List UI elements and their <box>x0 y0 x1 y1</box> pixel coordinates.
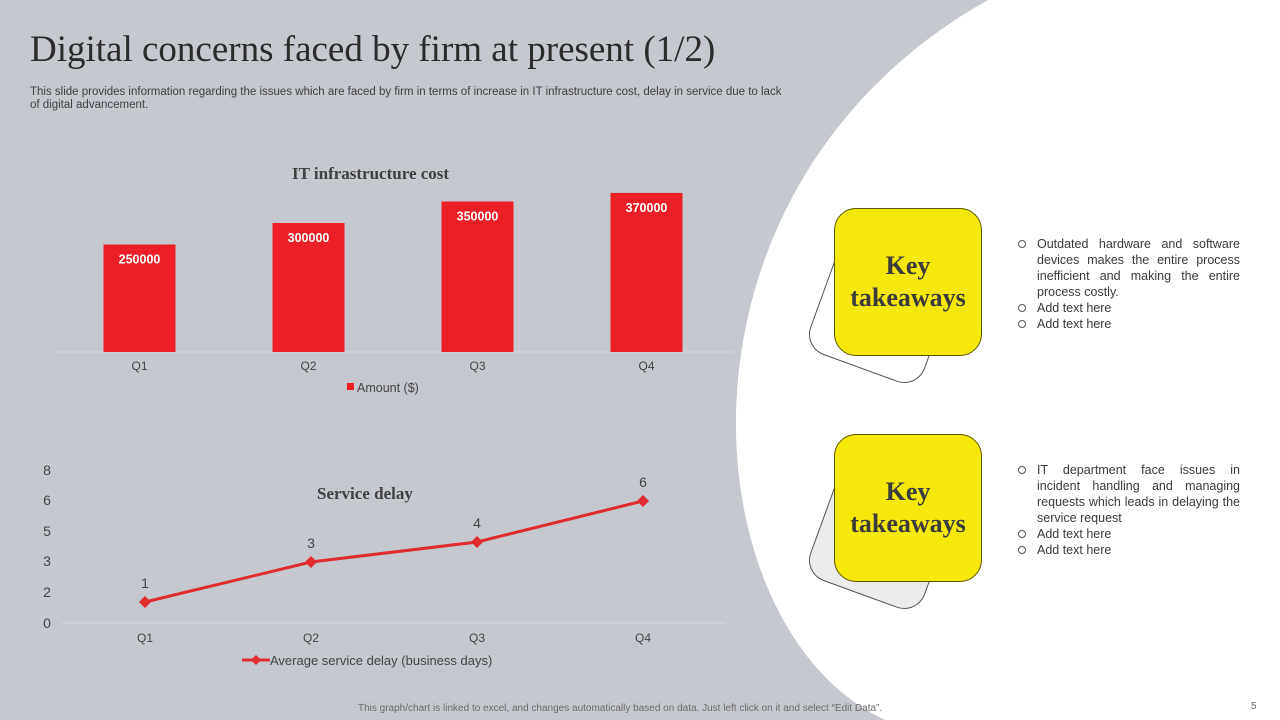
bar-legend-swatch <box>347 383 354 390</box>
takeaway-label-line2: takeaways <box>850 283 966 312</box>
line-series-path <box>144 499 644 604</box>
bar-legend-label: Amount ($) <box>357 381 419 395</box>
takeaway-point: Add text here <box>1018 300 1240 316</box>
page-number: 5 <box>1251 701 1257 712</box>
takeaway-point: Add text here <box>1018 542 1240 558</box>
line-x-tick-label: Q1 <box>137 631 153 645</box>
line-point-q1[interactable] <box>139 596 151 608</box>
footnote: This graph/chart is linked to excel, and… <box>358 703 883 714</box>
takeaway-point: IT department face issues in incident ha… <box>1018 462 1240 526</box>
takeaway-label-line2: takeaways <box>850 509 966 538</box>
bar-chart-title: IT infrastructure cost <box>292 164 450 183</box>
bar-q2[interactable] <box>272 223 345 352</box>
line-y-tick-label: 8 <box>43 462 51 478</box>
bar-data-label: 370000 <box>626 201 668 215</box>
bar-data-label: 250000 <box>119 253 161 267</box>
takeaway-list-2: IT department face issues in incident ha… <box>1018 462 1240 558</box>
line-data-label: 6 <box>639 474 647 490</box>
line-y-tick-label: 0 <box>43 615 51 631</box>
line-chart[interactable]: 0 2 3 5 6 8 1 Q1 3 Q2 4 Q3 6 Q4 Average service delay … <box>0 450 760 710</box>
takeaway-point: Add text here <box>1018 526 1240 542</box>
takeaway-card-2: Key takeaways <box>834 434 982 582</box>
bar-q1[interactable] <box>103 244 176 353</box>
slide-subtitle: This slide provides information regardin… <box>30 86 782 111</box>
bar-x-tick-label: Q3 <box>469 359 485 373</box>
line-point-q4[interactable] <box>637 495 649 507</box>
bar-q4[interactable] <box>610 192 683 352</box>
line-data-label: 1 <box>141 575 149 591</box>
line-data-label: 4 <box>473 515 481 531</box>
bar-chart[interactable]: 250000 Q1 300000 Q2 350000 Q3 370000 Q4 Amount (… <box>0 180 760 440</box>
line-point-q3[interactable] <box>471 536 483 548</box>
takeaway-list-1: Outdated hardware and software devices m… <box>1018 236 1240 332</box>
line-chart-title: Service delay <box>317 484 413 503</box>
line-y-tick-label: 2 <box>43 584 51 600</box>
line-legend-label: Average service delay (business days) <box>270 653 492 668</box>
line-y-tick-label: 3 <box>43 553 51 569</box>
line-point-q2[interactable] <box>305 556 317 568</box>
line-y-tick-label: 5 <box>43 523 51 539</box>
line-legend-marker <box>251 655 261 665</box>
takeaway-label-line1: Key <box>885 477 931 506</box>
bar-data-label: 350000 <box>457 210 499 224</box>
bar-data-label: 300000 <box>288 231 330 245</box>
line-x-tick-label: Q3 <box>469 631 485 645</box>
bar-q3[interactable] <box>441 201 514 353</box>
line-data-label: 3 <box>307 535 315 551</box>
takeaway-card-1: Key takeaways <box>834 208 982 356</box>
bar-x-tick-label: Q2 <box>300 359 316 373</box>
line-x-tick-label: Q2 <box>303 631 319 645</box>
white-arc-panel <box>735 0 1280 720</box>
bar-x-tick-label: Q4 <box>638 359 654 373</box>
slide-title: Digital concerns faced by firm at presen… <box>30 29 716 70</box>
line-x-tick-label: Q4 <box>635 631 651 645</box>
line-y-tick-label: 6 <box>43 492 51 508</box>
takeaway-point: Add text here <box>1018 316 1240 332</box>
takeaway-point: Outdated hardware and software devices m… <box>1018 236 1240 300</box>
takeaway-label-line1: Key <box>885 251 931 280</box>
bar-x-tick-label: Q1 <box>131 359 147 373</box>
